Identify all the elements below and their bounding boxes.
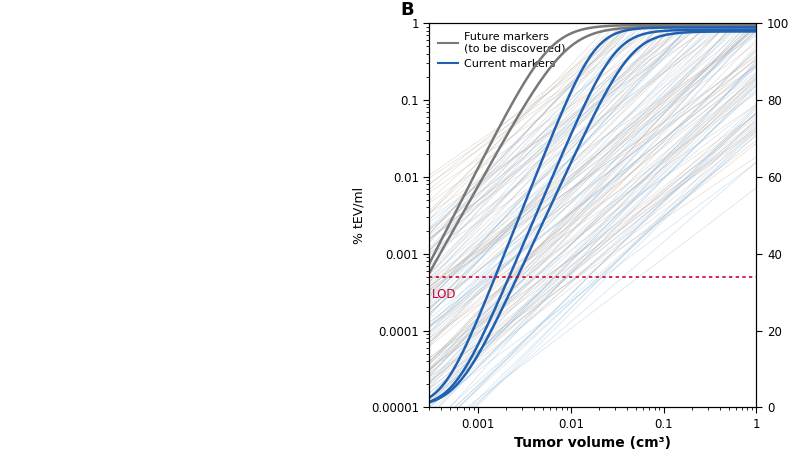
Legend: Future markers
(to be discovered), Current markers: Future markers (to be discovered), Curre… xyxy=(435,29,569,73)
Text: LOD: LOD xyxy=(432,288,456,301)
Text: B: B xyxy=(400,1,414,19)
Y-axis label: % tEV/ml: % tEV/ml xyxy=(352,187,366,244)
X-axis label: Tumor volume (cm³): Tumor volume (cm³) xyxy=(515,437,671,450)
